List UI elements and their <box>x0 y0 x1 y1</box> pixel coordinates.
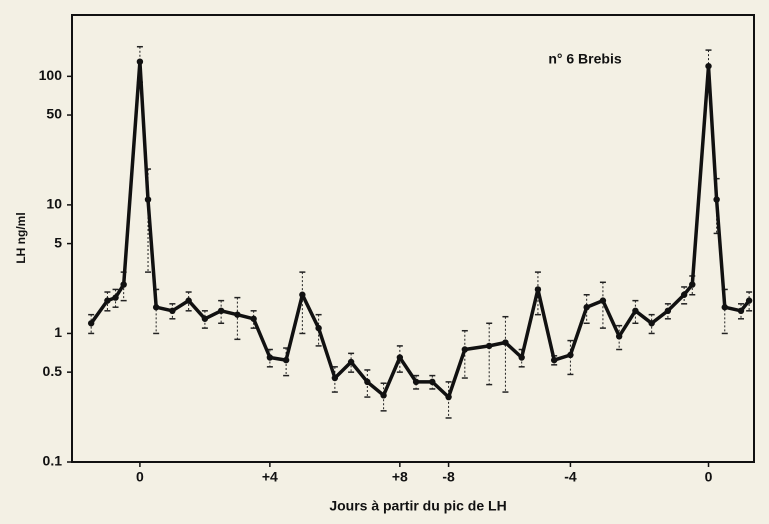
data-point <box>583 304 590 311</box>
x-tick-label: 0 <box>705 469 713 485</box>
data-point <box>217 307 225 315</box>
data-point <box>396 354 404 361</box>
data-point <box>485 342 493 350</box>
data-point <box>104 297 111 304</box>
plot-area <box>87 45 753 419</box>
data-point <box>112 294 119 301</box>
data-point <box>518 354 525 361</box>
x-axis-label: Jours à partir du pic de LH <box>329 498 506 514</box>
data-line <box>89 59 751 399</box>
data-point <box>550 356 558 364</box>
plot-frame <box>71 14 755 463</box>
data-point <box>347 358 355 366</box>
data-point <box>534 286 542 293</box>
data-point <box>185 297 192 304</box>
data-point <box>567 351 574 359</box>
data-point <box>713 196 720 203</box>
y-tick-label: 100 <box>39 67 63 83</box>
data-point <box>250 315 257 322</box>
data-point <box>331 374 339 382</box>
data-point <box>152 304 160 311</box>
x-tick-label: +8 <box>392 469 408 485</box>
y-tick-label: 5 <box>54 234 62 250</box>
x-tick-label: -4 <box>564 469 577 485</box>
x-tick-label: 0 <box>136 469 144 485</box>
data-point <box>721 304 728 311</box>
data-point <box>87 320 95 327</box>
y-tick-label: 0.5 <box>43 363 63 379</box>
data-point <box>136 58 144 65</box>
data-point <box>689 281 696 288</box>
data-point <box>680 291 688 298</box>
data-point <box>445 393 452 401</box>
data-point <box>315 324 322 332</box>
y-tick-label: 1 <box>54 324 62 340</box>
data-point <box>380 392 387 399</box>
data-point <box>648 320 655 327</box>
data-point <box>599 297 607 304</box>
data-point <box>364 378 371 386</box>
x-tick-label: -8 <box>442 469 455 485</box>
x-tick-label: +4 <box>262 469 278 485</box>
data-point <box>429 378 436 386</box>
data-point <box>144 196 152 203</box>
annotation: n° 6 Brebis <box>548 51 622 67</box>
y-tick-label: 0.1 <box>43 453 63 469</box>
data-point <box>282 356 290 364</box>
data-point <box>169 307 176 315</box>
data-point <box>234 311 241 318</box>
y-tick-label: 50 <box>46 106 62 122</box>
data-point <box>502 339 509 346</box>
data-point <box>705 62 712 70</box>
data-point <box>737 307 745 315</box>
data-point <box>461 346 469 353</box>
data-point <box>299 291 306 298</box>
data-point <box>201 315 209 322</box>
data-point <box>615 333 623 340</box>
data-point <box>632 307 639 315</box>
data-point <box>745 297 753 304</box>
data-point <box>412 378 420 386</box>
y-tick-label: 10 <box>46 196 62 212</box>
y-axis-label: LH ng/ml <box>14 212 28 263</box>
data-point <box>266 354 274 361</box>
data-point <box>120 281 127 288</box>
data-point <box>664 307 672 315</box>
